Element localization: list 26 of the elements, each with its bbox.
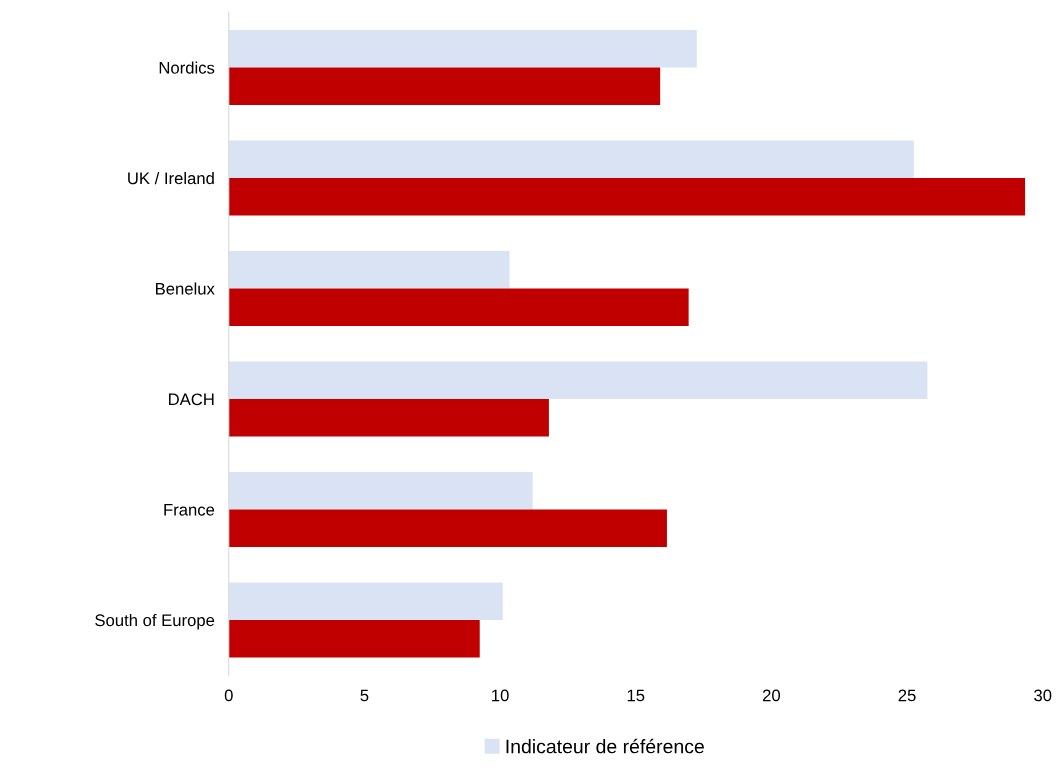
y-tick-label: DACH: [169, 393, 214, 406]
y-tick-label: France: [164, 504, 215, 516]
bar: [228, 288, 689, 327]
bar: [228, 140, 914, 179]
bar: [228, 178, 1026, 216]
y-tick-label: South of Europe: [95, 613, 215, 630]
y-tick-label: Benelux: [156, 282, 215, 295]
legend-label: Indicateur de référence: [506, 738, 704, 754]
bar: [228, 398, 549, 437]
bar: [228, 250, 510, 289]
x-tick-label: 30: [1034, 689, 1052, 702]
bar: [228, 67, 661, 106]
y-tick-label: Nordics: [159, 61, 215, 74]
x-tick-label: 20: [762, 689, 781, 702]
bar: [228, 29, 697, 68]
x-tick-label: 15: [627, 689, 645, 702]
x-tick-label: 10: [492, 689, 509, 702]
x-tick-label: 0: [224, 689, 233, 702]
bar: [228, 582, 503, 620]
bar: [228, 471, 533, 510]
bar: [228, 619, 480, 658]
x-tick-label: 5: [360, 689, 369, 702]
bar: [228, 361, 928, 399]
y-tick-label: UK / Ireland: [128, 171, 214, 185]
bar: [228, 509, 667, 548]
x-tick-label: 25: [898, 689, 916, 702]
